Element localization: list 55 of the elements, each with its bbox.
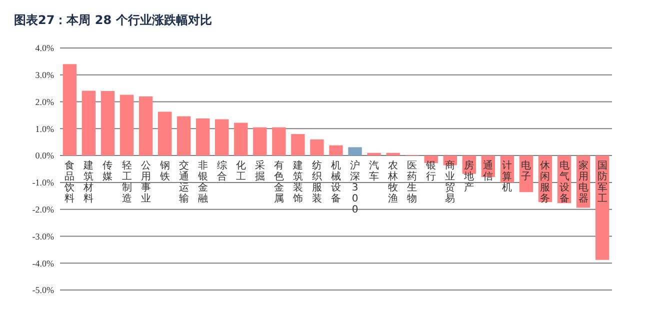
bar <box>120 94 134 156</box>
x-tick-label: 化工 <box>236 160 246 183</box>
x-tick-label: 休闲服务 <box>540 160 550 205</box>
x-tick-label: 电子 <box>521 160 532 183</box>
bar <box>272 127 286 156</box>
y-tick-label: -4.0% <box>32 258 54 268</box>
bar <box>253 127 267 156</box>
y-tick-label: 1.0% <box>35 124 54 134</box>
y-tick-label: 3.0% <box>35 70 54 80</box>
y-tick-label: -3.0% <box>32 231 54 242</box>
x-tick-label: 交通运输 <box>178 160 189 205</box>
x-tick-label: 轻工制造 <box>122 160 132 205</box>
bar <box>215 119 229 156</box>
bar <box>82 90 96 156</box>
x-tick-label: 公用事业 <box>140 160 151 205</box>
x-tick-label: 家用电器 <box>578 160 588 205</box>
bar <box>234 122 248 156</box>
y-tick-label: -2.0% <box>32 204 54 214</box>
x-tick-label: 综合 <box>216 160 227 183</box>
x-tick-label: 纺织服装 <box>312 160 322 205</box>
x-tick-label: 计算机 <box>502 160 512 194</box>
bar <box>158 112 172 156</box>
x-tick-label: 房地产 <box>463 160 474 194</box>
x-tick-label: 传媒 <box>102 160 113 183</box>
x-tick-label: 非银金融 <box>196 160 208 205</box>
x-tick-label: 农林牧渔 <box>387 160 398 205</box>
x-tick-label: 钢铁 <box>158 160 170 183</box>
y-tick-label: 0.0% <box>35 150 54 161</box>
bar <box>386 152 400 156</box>
bar <box>138 96 153 156</box>
y-tick-label: -5.0% <box>32 285 54 296</box>
y-tick-label: 2.0% <box>35 96 54 107</box>
x-tick-label: 食品饮料 <box>64 160 75 205</box>
bar <box>291 134 305 156</box>
bar <box>100 91 115 156</box>
x-tick-label: 汽车 <box>369 160 380 183</box>
x-tick-label: 有色金属 <box>274 160 284 205</box>
bar <box>176 116 191 156</box>
bar <box>367 152 381 156</box>
x-tick-label: 建筑材料 <box>82 160 94 205</box>
x-tick-label: 银行 <box>425 160 436 183</box>
x-tick-label: 采掘 <box>254 160 265 183</box>
x-tick-label: 机械设备 <box>331 160 341 205</box>
y-tick-label: 4.0% <box>35 43 54 54</box>
y-tick-label: -1.0% <box>32 178 54 188</box>
x-tick-label: 国防军工 <box>597 160 608 205</box>
x-tick-label: 医药生物 <box>407 160 418 205</box>
x-tick-label: 电气设备 <box>559 160 570 205</box>
bar <box>348 147 362 156</box>
chart-title: 图表27：本周 28 个行业涨跌幅对比 <box>14 13 212 27</box>
bar <box>196 118 210 156</box>
bar <box>62 64 77 156</box>
bar <box>329 145 343 156</box>
bar <box>310 139 324 156</box>
x-tick-label: 建筑装饰 <box>292 160 303 205</box>
